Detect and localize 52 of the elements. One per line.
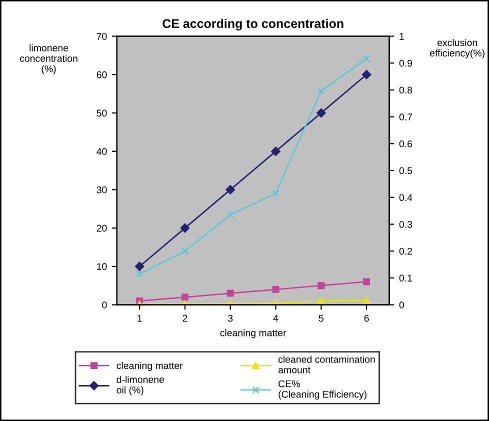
legend-label: CE% (Cleaning Efficiency) (278, 380, 366, 400)
y2-tick-label: 0.5 (399, 167, 412, 174)
point (318, 282, 325, 290)
point (226, 185, 235, 194)
legend-label: cleaning matter (116, 362, 183, 371)
y-axis-title: limonene concentration (%) (20, 44, 78, 74)
y-tick-label: 40 (96, 148, 107, 155)
point (271, 146, 280, 156)
y-tick-label: 20 (96, 224, 107, 232)
y-tick-label: 50 (96, 110, 107, 117)
y-tick-label: 0 (102, 302, 107, 308)
legend-label: d-limonene oil (%) (116, 376, 164, 396)
x-tick-label: 2 (182, 314, 188, 322)
point (134, 262, 144, 272)
point (272, 190, 280, 197)
point (318, 88, 325, 94)
y2-tick-label: 0.8 (399, 86, 412, 94)
y2-tick-label: 0.4 (399, 194, 412, 201)
y2-tick-label: 0.7 (399, 114, 412, 120)
point (181, 294, 188, 301)
point (136, 270, 144, 278)
point (226, 211, 234, 218)
y2-tick-label: 1 (400, 33, 404, 40)
x-tick-label: 3 (228, 314, 233, 322)
y2-axis-title: exclusion efficiency(%) (430, 38, 484, 58)
y-tick-label: 60 (96, 71, 107, 78)
point (318, 297, 325, 304)
y-tick-label: 10 (97, 263, 107, 270)
point (181, 248, 188, 255)
x-tick-label: 6 (364, 314, 369, 322)
point (363, 296, 370, 304)
y-tick-label: 70 (96, 32, 107, 40)
chart-title: CE according to concentration (162, 18, 344, 31)
point (316, 108, 326, 118)
point (272, 286, 280, 293)
point (180, 223, 190, 233)
legend-label: cleaned contamination amount (278, 356, 375, 374)
y-tick-label: 30 (96, 186, 107, 194)
x-axis-title: cleaning matter (220, 329, 286, 338)
x-tick-label: 4 (273, 314, 278, 322)
y2-tick-label: 0.3 (399, 220, 412, 228)
point (226, 290, 234, 297)
y2-tick-label: 0.9 (399, 60, 412, 67)
x-tick-label: 5 (318, 314, 324, 322)
point (362, 70, 372, 80)
y2-tick-label: 0.2 (399, 248, 412, 255)
y2-tick-label: 0.1 (399, 274, 412, 282)
y2-tick-label: 0.6 (399, 140, 412, 148)
y2-tick-label: 0 (399, 302, 404, 308)
point (363, 55, 370, 62)
x-tick-label: 1 (138, 314, 142, 322)
point (363, 278, 370, 286)
